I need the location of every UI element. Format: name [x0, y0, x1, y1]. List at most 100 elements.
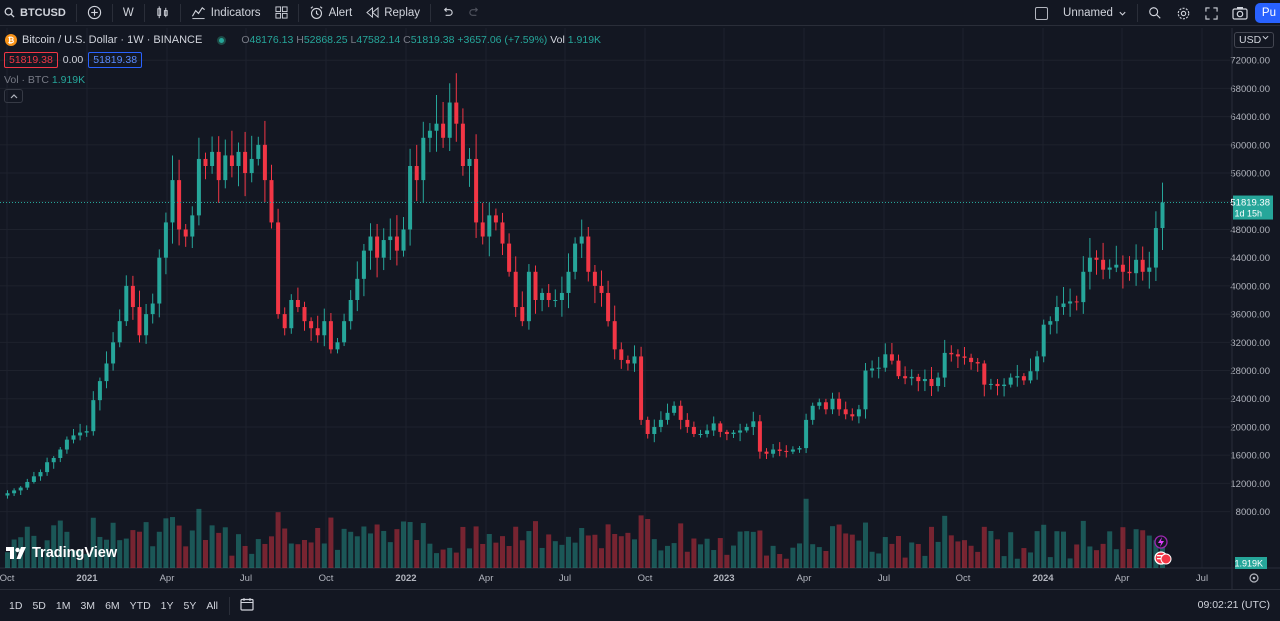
range-6m[interactable]: 6M	[105, 599, 120, 612]
publish-label: Pu	[1261, 7, 1276, 19]
price-chart[interactable]: 8000.00 12000.00 16000.00 20000.00 24000.00 2…	[0, 28, 1280, 589]
volume-bar	[1146, 535, 1152, 568]
volume-bar	[38, 548, 43, 568]
volume-bar	[255, 539, 261, 568]
candle-body	[500, 222, 505, 244]
quick-search-button[interactable]	[1141, 0, 1169, 26]
candle-body	[1120, 264, 1125, 272]
snapshot-button[interactable]	[1225, 0, 1255, 26]
interval-button[interactable]: W	[116, 0, 141, 26]
candle-body	[1094, 257, 1099, 260]
candle-body	[117, 321, 122, 343]
volume-bar	[308, 542, 314, 568]
chart-pane[interactable]: 8000.00 12000.00 16000.00 20000.00 24000.00 2…	[0, 28, 1280, 589]
gear-icon	[1177, 7, 1190, 19]
candle-body	[903, 376, 908, 379]
candle-body	[751, 421, 756, 427]
candle-body	[64, 439, 69, 450]
volume-bar	[658, 550, 664, 568]
candle-body	[262, 144, 267, 181]
volume-bar	[882, 537, 888, 568]
volume-label-box	[1235, 557, 1267, 569]
range-1y[interactable]: 1Y	[160, 599, 174, 612]
volume-bar	[1054, 531, 1060, 568]
volume-bar	[665, 545, 670, 568]
layout-checkbox[interactable]	[1035, 6, 1049, 20]
candle-body	[474, 158, 479, 223]
candle-body	[632, 356, 637, 364]
divider	[229, 596, 231, 615]
volume-bar	[1107, 531, 1113, 568]
goto-date-button[interactable]	[236, 597, 258, 614]
symbol-title[interactable]: Bitcoin / U.S. Dollar · 1W · BINANCE	[22, 34, 203, 46]
chart-type-button[interactable]	[148, 0, 177, 26]
volume-bar	[189, 530, 195, 568]
candle-body	[870, 368, 875, 371]
range-1m[interactable]: 1M	[55, 599, 71, 612]
indicators-button[interactable]: Indicators	[184, 0, 268, 26]
settings-button[interactable]	[1169, 0, 1198, 26]
range-ytd[interactable]: YTD	[129, 599, 151, 612]
volume-bar	[1067, 558, 1073, 568]
buy-button[interactable]: 51819.38	[88, 52, 143, 68]
volume-bar	[374, 524, 380, 568]
high-value: 52868.25	[303, 34, 348, 46]
candle-body	[12, 490, 17, 494]
tradingview-logo[interactable]: TradingView	[6, 545, 117, 561]
alert-button[interactable]: Alert	[302, 0, 360, 26]
x-tick-label: Apr	[797, 573, 812, 584]
sell-button[interactable]: 51819.38	[4, 52, 58, 68]
symbol-search[interactable]: BTCUSD	[0, 0, 73, 26]
range-5y[interactable]: 5Y	[183, 599, 197, 612]
compare-button[interactable]	[80, 0, 109, 26]
volume-bar	[156, 531, 162, 568]
volume-bar	[935, 541, 941, 568]
volume-bar	[368, 533, 373, 568]
candle-body	[447, 102, 452, 138]
vol-value: 1.919K	[567, 34, 602, 46]
layout-select[interactable]: Unnamed	[1028, 0, 1134, 26]
volume-label[interactable]: Vol · BTC	[4, 74, 49, 86]
volume-bar	[618, 536, 624, 568]
candle-body	[375, 236, 380, 258]
range-all[interactable]: All	[206, 599, 219, 612]
volume-bar	[460, 526, 466, 568]
publish-button[interactable]: Pu	[1254, 3, 1280, 23]
y-tick-label: 56000.00	[1230, 169, 1270, 180]
bitcoin-icon: ₿	[5, 34, 17, 46]
range-1d[interactable]: 1D	[9, 599, 23, 612]
volume-bar	[896, 536, 901, 568]
volume-bar	[434, 553, 439, 568]
candle-body	[856, 409, 861, 417]
volume-bar	[1120, 527, 1126, 568]
volume-bar	[962, 540, 967, 568]
redo-button[interactable]	[461, 0, 488, 26]
volume-bar	[797, 543, 802, 568]
range-3m[interactable]: 3M	[80, 599, 96, 612]
currency-select[interactable]: USD	[1234, 32, 1274, 48]
volume-bar	[559, 544, 565, 568]
candle-body	[645, 419, 650, 434]
x-tick-label: Apr	[479, 573, 494, 584]
grid-icon	[275, 6, 288, 19]
undo-button[interactable]	[434, 0, 461, 26]
candle-body	[216, 151, 221, 181]
volume-bar	[249, 553, 255, 568]
candle-body	[876, 367, 881, 369]
replay-button[interactable]: Replay	[359, 0, 427, 26]
volume-bar	[183, 546, 189, 568]
interval-label: W	[122, 6, 134, 19]
clock[interactable]: 09:02:21 (UTC)	[1197, 599, 1270, 611]
volume-bar	[929, 526, 934, 568]
range-5d[interactable]: 5D	[32, 599, 46, 612]
templates-button[interactable]	[268, 0, 295, 26]
volume-bar	[354, 536, 360, 568]
volume-bar	[955, 541, 961, 568]
candle-body	[454, 102, 459, 124]
candle-body	[348, 300, 353, 322]
collapse-legend-button[interactable]	[4, 89, 23, 103]
x-tick-label: Jul	[240, 573, 252, 584]
candle-body	[1028, 371, 1033, 381]
fullscreen-button[interactable]	[1198, 0, 1225, 26]
undo-icon	[443, 7, 453, 16]
